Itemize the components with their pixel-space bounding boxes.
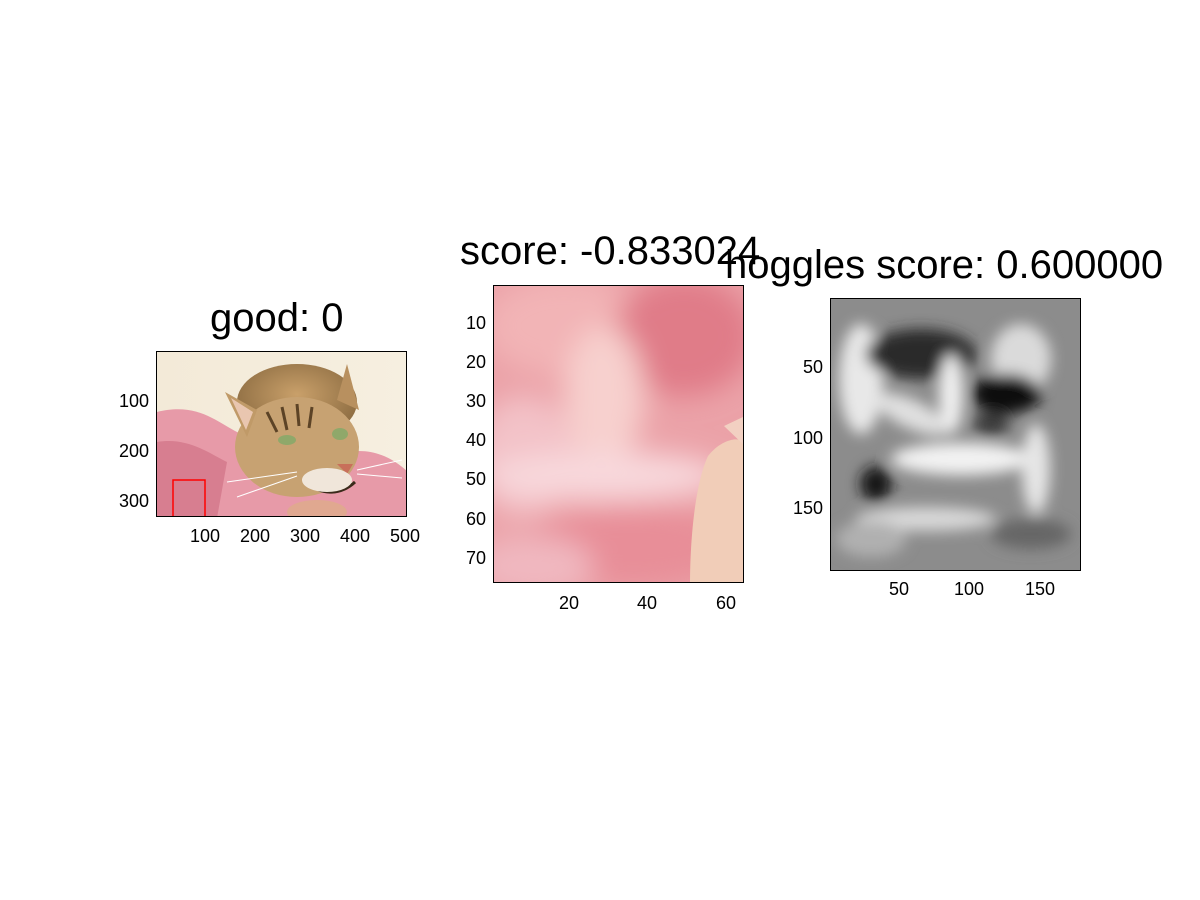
middle-panel-title: score: -0.833024	[460, 229, 761, 273]
middle-xtick: 40	[636, 593, 658, 613]
right-ytick: 150	[792, 498, 823, 518]
middle-ytick: 40	[465, 430, 486, 450]
left-xtick: 100	[189, 526, 221, 546]
left-xtick: 300	[289, 526, 321, 546]
left-xtick: 400	[339, 526, 371, 546]
middle-ytick: 30	[465, 391, 486, 411]
right-xtick: 50	[888, 579, 910, 599]
right-xtick: 100	[953, 579, 985, 599]
right-image-axes	[830, 298, 1081, 571]
middle-ytick: 60	[465, 509, 486, 529]
right-panel-title: hoggles score: 0.600000	[725, 243, 1164, 287]
bbox-rect	[172, 479, 206, 516]
middle-ytick: 10	[465, 313, 486, 333]
cat-photo	[157, 352, 406, 516]
middle-ytick: 20	[465, 352, 486, 372]
middle-xtick: 20	[558, 593, 580, 613]
grayscale-hoggles-visualization	[831, 299, 1080, 570]
middle-image-axes	[493, 285, 744, 583]
middle-xtick: 60	[715, 593, 737, 613]
left-ytick: 300	[118, 491, 149, 511]
middle-ytick: 70	[465, 548, 486, 568]
left-panel-title: good: 0	[210, 296, 344, 340]
middle-ytick: 50	[465, 469, 486, 489]
right-ytick: 100	[792, 428, 823, 448]
left-xtick: 200	[239, 526, 271, 546]
right-ytick: 50	[802, 357, 823, 377]
left-xtick: 500	[389, 526, 421, 546]
cropped-pink-patch	[494, 286, 743, 582]
left-image-axes	[156, 351, 407, 517]
right-xtick: 150	[1024, 579, 1056, 599]
left-ytick: 200	[118, 441, 149, 461]
left-ytick: 100	[118, 391, 149, 411]
